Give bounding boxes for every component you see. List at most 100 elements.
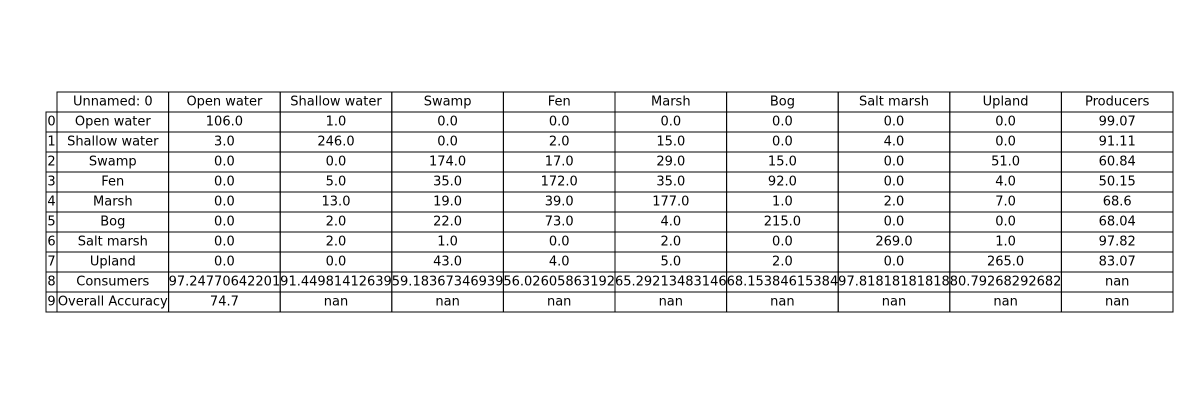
cell-value: 0.0 [884,215,905,230]
cell-value: 35.0 [433,175,462,190]
cell-value: Consumers [76,275,149,290]
cell-value: Overall Accuracy [58,295,168,310]
cell-value: 0.0 [214,155,235,170]
cell-value: 97.24770642201 [169,275,281,290]
cell-value: 22.0 [433,215,462,230]
row-index: 9 [47,295,55,310]
cell-value: 15.0 [768,155,797,170]
cell-value: 2.0 [884,195,905,210]
column-header: Fen [548,95,571,110]
column-header: Unnamed: 0 [73,95,153,110]
cell-value: 177.0 [652,195,689,210]
cell-value: 17.0 [545,155,574,170]
row-index: 5 [47,215,55,230]
cell-value: 246.0 [317,135,354,150]
cell-value: 13.0 [322,195,351,210]
cell-value: 0.0 [214,255,235,270]
cell-value: Open water [75,115,152,130]
cell-value: 1.0 [437,235,458,250]
cell-value: 0.0 [214,235,235,250]
cell-value: 2.0 [326,215,347,230]
cell-value: 1.0 [326,115,347,130]
cell-value: 29.0 [656,155,685,170]
cell-value: nan [435,295,459,310]
cell-value: 91.11 [1099,135,1136,150]
cell-value: 19.0 [433,195,462,210]
cell-value: 43.0 [433,255,462,270]
cell-value: 3.0 [214,135,235,150]
cell-value: 73.0 [545,215,574,230]
cell-value: Upland [90,255,136,270]
cell-value: Fen [101,175,124,190]
column-header: Marsh [651,95,691,110]
table-text: Unnamed: 0 Open water Shallow water Swamp Fe… [47,95,1149,310]
column-header: Swamp [424,95,472,110]
cell-value: Bog [100,215,125,230]
cell-value: 0.0 [772,235,793,250]
row-index: 3 [47,175,55,190]
cell-value: 99.07 [1099,115,1136,130]
cell-value: 1.0 [772,195,793,210]
cell-value: 4.0 [884,135,905,150]
cell-value: 35.0 [656,175,685,190]
row-index: 4 [47,195,55,210]
row-index: 2 [47,155,55,170]
cell-value: Marsh [93,195,133,210]
cell-value: 4.0 [995,175,1016,190]
cell-value: nan [770,295,794,310]
cell-value: 50.15 [1099,175,1136,190]
cell-value: 269.0 [875,235,912,250]
cell-value: 0.0 [214,175,235,190]
cell-value: 5.0 [660,255,681,270]
row-index: 7 [47,255,55,270]
cell-value: nan [1105,275,1129,290]
row-index: 0 [47,115,55,130]
cell-value: 1.0 [995,235,1016,250]
row-index: 6 [47,235,55,250]
cell-value: nan [659,295,683,310]
cell-value: 83.07 [1099,255,1136,270]
cell-value: 2.0 [660,235,681,250]
cell-value: 56.02605863192 [503,275,615,290]
cell-value: 0.0 [549,235,570,250]
cell-value: 59.18367346939 [392,275,504,290]
cell-value: 0.0 [884,175,905,190]
table-grid [45,91,1174,313]
cell-value: 0.0 [437,115,458,130]
cell-value: 4.0 [549,255,570,270]
cell-value: 97.82 [1099,235,1136,250]
cell-value: 51.0 [991,155,1020,170]
cell-value: 65.29213483146 [615,275,727,290]
cell-value: nan [1105,295,1129,310]
row-index: 8 [47,275,55,290]
cell-value: 0.0 [995,135,1016,150]
cell-value: 92.0 [768,175,797,190]
cell-value: 68.6 [1103,195,1132,210]
cell-value: 15.0 [656,135,685,150]
cell-value: nan [547,295,571,310]
column-header: Shallow water [290,95,382,110]
cell-value: 2.0 [549,135,570,150]
cell-value: 0.0 [437,135,458,150]
cell-value: 172.0 [541,175,578,190]
cell-value: 2.0 [772,255,793,270]
cell-value: Swamp [89,155,137,170]
cell-value: 0.0 [660,115,681,130]
cell-value: 0.0 [995,215,1016,230]
cell-value: 7.0 [995,195,1016,210]
cell-value: 68.15384615384 [727,275,839,290]
cell-value: 2.0 [326,235,347,250]
cell-value: nan [882,295,906,310]
cell-value: 0.0 [214,195,235,210]
cell-value: 0.0 [884,155,905,170]
cell-value: 5.0 [326,175,347,190]
cell-value: 0.0 [995,115,1016,130]
cell-value: 91.44981412639 [280,275,392,290]
cell-value: 0.0 [884,255,905,270]
cell-value: 80.79268292682 [950,275,1062,290]
cell-value: Salt marsh [78,235,148,250]
cell-value: 68.04 [1099,215,1136,230]
cell-value: 60.84 [1099,155,1136,170]
cell-value: 0.0 [884,115,905,130]
